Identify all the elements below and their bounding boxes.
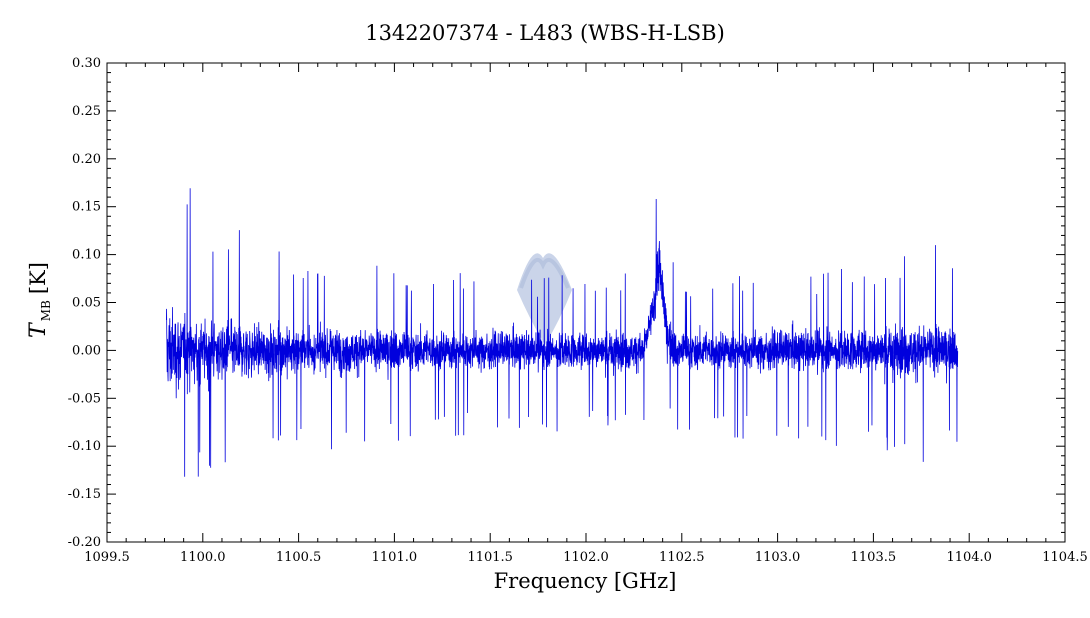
y-tick-label: -0.15 [68, 487, 101, 502]
y-tick-label: 0.00 [72, 343, 101, 358]
y-tick-label: 0.25 [72, 104, 101, 119]
y-axis-label-symbol: T [26, 321, 51, 338]
x-tick-label: 1103.0 [755, 550, 801, 565]
chart-title: 1342207374 - L483 (WBS-H-LSB) [365, 21, 725, 45]
spectrum-line [166, 188, 959, 477]
x-tick-label: 1100.5 [276, 550, 322, 565]
x-tick-label: 1103.5 [851, 550, 897, 565]
y-axis-label-subscript: MB [39, 300, 53, 321]
x-tick-label: 1102.5 [659, 550, 705, 565]
x-tick-label: 1104.0 [946, 550, 992, 565]
y-tick-label: -0.10 [68, 439, 101, 454]
x-tick-label: 1101.0 [372, 550, 418, 565]
y-tick-label: 0.20 [72, 152, 101, 167]
x-tick-label: 1104.5 [1042, 550, 1088, 565]
y-axis-label: TMB [K] [26, 262, 53, 338]
plot-frame [106, 62, 1066, 543]
y-tick-label: 0.10 [72, 248, 101, 263]
x-tick-label: 1102.0 [563, 550, 609, 565]
spectrum-line-group [166, 188, 959, 477]
x-axis-label: Frequency [GHz] [494, 569, 677, 593]
axis-ticks [106, 62, 1066, 543]
x-tick-label: 1101.5 [467, 550, 513, 565]
y-tick-label: 0.15 [72, 200, 101, 215]
x-tick-label: 1099.5 [84, 550, 130, 565]
x-tick-label: 1100.0 [180, 550, 226, 565]
y-tick-label: -0.20 [68, 535, 101, 550]
y-axis-label-unit: [K] [26, 262, 50, 294]
y-tick-label: 0.05 [72, 296, 101, 311]
y-tick-labels: -0.20 -0.15 -0.10 -0.05 0.00 0.05 0.10 0.15 0.20… [68, 56, 101, 550]
svg-text:TMB[K]: TMB [K] [26, 262, 53, 338]
x-tick-labels: 1099.5 1100.0 1100.5 1101.0 1101.5 1102.0 1102… [84, 550, 1088, 565]
y-tick-label: 0.30 [72, 56, 101, 71]
y-tick-label: -0.05 [68, 391, 101, 406]
